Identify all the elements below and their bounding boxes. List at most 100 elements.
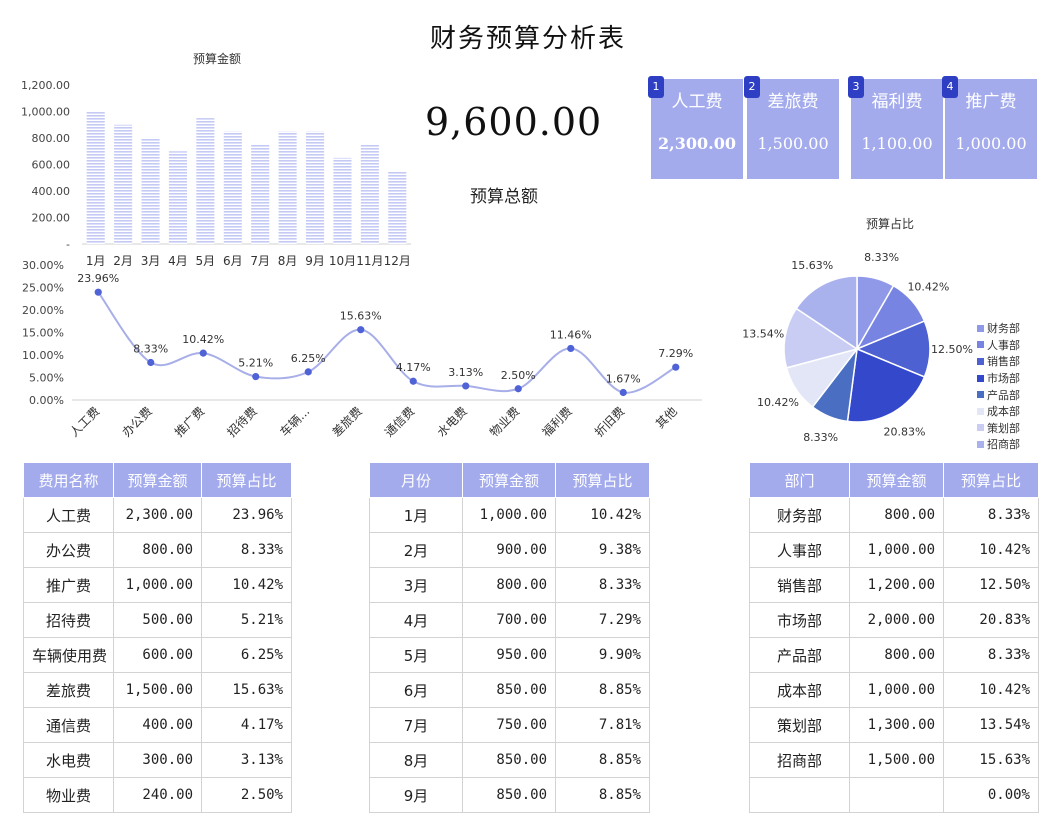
share-cell: 8.33%	[943, 637, 1039, 673]
legend-item: 成本部	[977, 403, 1020, 420]
pie-chart-title: 预算占比	[866, 216, 914, 231]
amount-cell: 1,000.00	[462, 497, 556, 533]
amount-cell: 850.00	[462, 742, 556, 778]
data-label: 7.29%	[658, 347, 693, 360]
share-cell: 10.42%	[555, 497, 650, 533]
legend-item: 产品部	[977, 386, 1020, 403]
y-tick-label: 10.00%	[22, 349, 64, 362]
bar	[168, 151, 188, 244]
x-tick-label: 水电费	[435, 404, 470, 439]
share-cell: 23.96%	[201, 497, 292, 533]
share-cell: 10.42%	[201, 567, 292, 603]
share-cell: 8.33%	[555, 567, 650, 603]
month-table: 月份 预算金额 预算占比 1月 1,000.00 10.42% 2月 900.00 9.3…	[369, 462, 650, 813]
legend-label: 成本部	[987, 405, 1020, 419]
name-cell: 2月	[369, 532, 463, 568]
legend-swatch	[977, 424, 984, 432]
amount-cell: 600.00	[113, 637, 202, 673]
y-tick-label: 25.00%	[22, 282, 64, 295]
legend-item: 销售部	[977, 353, 1020, 370]
pie-slice	[846, 347, 926, 423]
name-cell: 招商部	[749, 742, 850, 778]
data-label: 4.17%	[396, 361, 431, 374]
y-tick-label: 400.00	[32, 185, 71, 198]
legend-swatch	[977, 357, 984, 365]
share-cell: 8.33%	[201, 532, 292, 568]
x-tick-label: 福利费	[539, 404, 575, 440]
x-tick-label: 6月	[223, 254, 243, 268]
name-cell: 6月	[369, 672, 463, 708]
pie-slice	[795, 275, 858, 351]
legend-swatch	[977, 341, 984, 349]
x-tick-label: 11月	[356, 254, 383, 268]
data-point	[409, 377, 417, 385]
legend-label: 销售部	[987, 355, 1020, 369]
table-row: 办公费 800.00 8.33%	[23, 532, 292, 568]
col-header: 月份	[369, 462, 463, 498]
card-name: 差旅费	[767, 92, 819, 112]
slice-label: 12.50%	[931, 343, 973, 356]
amount-cell: 700.00	[462, 602, 556, 638]
x-tick-label: 推广费	[172, 404, 207, 439]
y-tick-label: 30.00%	[22, 259, 64, 272]
y-tick-label: -	[66, 238, 70, 251]
data-point	[462, 382, 470, 390]
amount-cell: 300.00	[113, 742, 202, 778]
table-row: 6月 850.00 8.85%	[369, 672, 650, 708]
rank-badge: 1	[648, 76, 664, 98]
legend-label: 招商部	[987, 438, 1020, 452]
y-tick-label: 800.00	[32, 132, 71, 145]
y-tick-label: 5.00%	[29, 372, 64, 385]
data-label: 5.21%	[238, 357, 273, 370]
legend-label: 市场部	[987, 372, 1020, 386]
table-row: 差旅费 1,500.00 15.63%	[23, 672, 292, 708]
amount-cell: 2,000.00	[849, 602, 944, 638]
share-cell: 3.13%	[201, 742, 292, 778]
amount-cell: 1,000.00	[113, 567, 202, 603]
table-row: 财务部 800.00 8.33%	[749, 497, 1039, 533]
dept-table: 部门 预算金额 预算占比 财务部 800.00 8.33% 人事部 1,000.00 10…	[749, 462, 1039, 813]
card-name: 人工费	[671, 92, 723, 112]
expense-table: 费用名称 预算金额 预算占比 人工费 2,300.00 23.96% 办公费 800.0…	[23, 462, 292, 813]
name-cell: 推广费	[23, 567, 114, 603]
bar	[278, 131, 297, 244]
rank-badge: 4	[942, 76, 958, 98]
share-cell: 4.17%	[201, 707, 292, 743]
data-point	[199, 349, 207, 357]
data-point	[252, 372, 260, 381]
legend-swatch	[977, 374, 984, 382]
bar	[388, 171, 407, 244]
table-row: 4月 700.00 7.29%	[369, 602, 650, 638]
x-tick-label: 3月	[141, 254, 161, 268]
amount-cell: 800.00	[849, 497, 944, 533]
legend-swatch	[977, 391, 984, 399]
name-cell: 8月	[369, 742, 463, 778]
rank-badge: 3	[848, 76, 864, 98]
table-row: 3月 800.00 8.33%	[369, 567, 650, 603]
table-row: 产品部 800.00 8.33%	[749, 637, 1039, 673]
table-row: 策划部 1,300.00 13.54%	[749, 707, 1039, 743]
share-cell: 5.21%	[201, 602, 292, 638]
x-tick-label: 5月	[196, 254, 216, 268]
amount-cell: 1,000.00	[849, 672, 944, 708]
slice-label: 15.63%	[791, 259, 833, 272]
legend-swatch	[977, 407, 984, 415]
amount-cell: 1,000.00	[849, 532, 944, 568]
amount-cell: 1,300.00	[849, 707, 944, 743]
name-cell: 策划部	[749, 707, 850, 743]
name-cell: 产品部	[749, 637, 850, 673]
data-label: 15.63%	[340, 310, 382, 323]
data-point	[94, 288, 102, 296]
amount-cell: 800.00	[849, 637, 944, 673]
share-cell: 6.25%	[201, 637, 292, 673]
name-cell: 9月	[369, 777, 463, 813]
data-point	[304, 368, 312, 376]
x-tick-label: 招待费	[225, 404, 260, 439]
name-cell: 销售部	[749, 567, 850, 603]
bar	[114, 124, 133, 244]
x-tick-label: 其他	[653, 404, 680, 431]
col-header: 部门	[749, 462, 850, 498]
name-cell: 1月	[369, 497, 463, 533]
share-cell: 13.54%	[943, 707, 1039, 743]
bar	[333, 157, 352, 244]
